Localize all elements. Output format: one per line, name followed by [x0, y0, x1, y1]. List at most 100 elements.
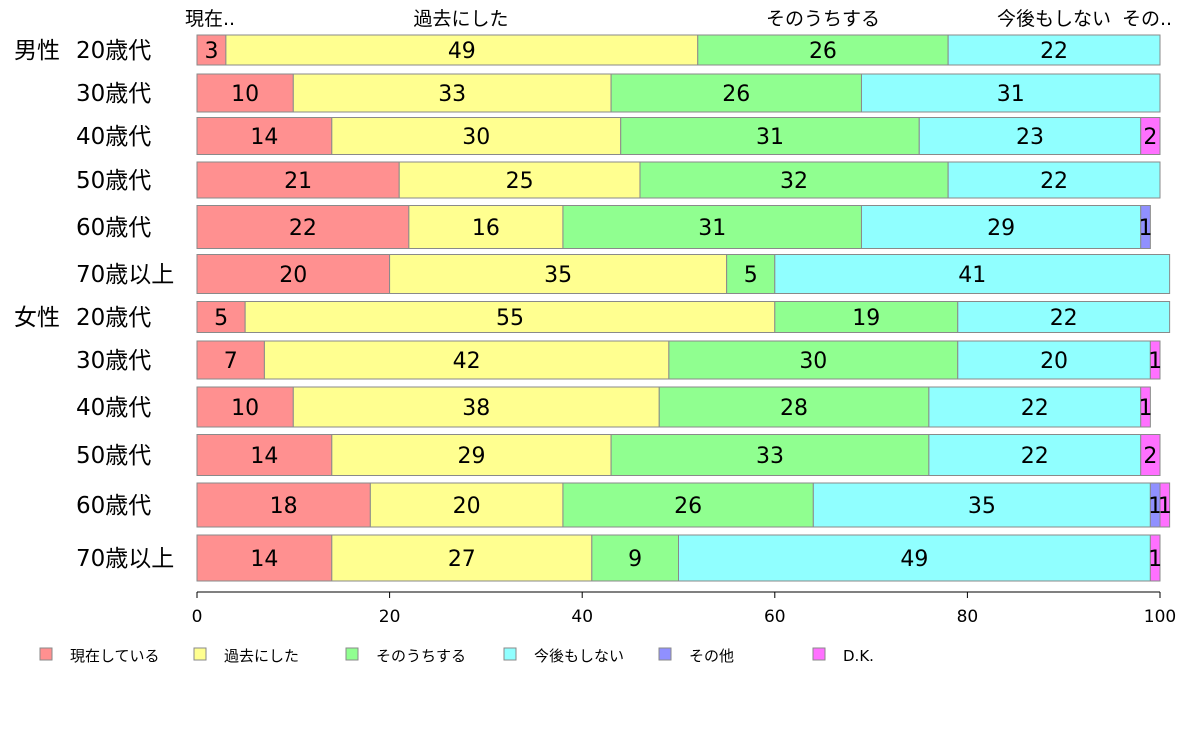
- x-tick-label: 0: [192, 607, 203, 627]
- bar-segment: [1140, 117, 1161, 155]
- category-label: 40歳代: [76, 395, 151, 421]
- bar-segment: [957, 301, 1171, 333]
- value-label: 1: [1158, 494, 1172, 519]
- bar-segment: [610, 73, 862, 113]
- value-label: 26: [674, 494, 702, 519]
- bar-segment: [331, 534, 593, 582]
- bar-segment: [369, 482, 564, 528]
- value-label: 33: [438, 82, 466, 107]
- value-label: 5: [744, 263, 758, 288]
- category-label: 70歳以上: [76, 546, 174, 572]
- value-label: 1: [1148, 494, 1162, 519]
- bar-segment: [610, 434, 930, 476]
- legend-label: D.K.: [843, 647, 874, 665]
- value-label: 30: [462, 125, 490, 150]
- bar-segment: [774, 254, 1171, 294]
- category-label: 20歳代: [76, 38, 151, 64]
- legend-label: 過去にした: [224, 647, 299, 665]
- category-label: 20歳代: [76, 305, 151, 331]
- value-label: 10: [231, 396, 259, 421]
- value-label: 22: [1021, 396, 1049, 421]
- x-tick-label: 80: [957, 607, 979, 627]
- bar-segment: [668, 340, 959, 380]
- value-label: 1: [1139, 396, 1153, 421]
- legend-label: 今後もしない: [534, 647, 624, 665]
- bar-segment: [244, 301, 776, 333]
- bar-segment: [1149, 534, 1161, 582]
- value-label: 26: [722, 82, 750, 107]
- value-label: 27: [448, 547, 476, 572]
- value-label: 23: [1016, 125, 1044, 150]
- bar-segment: [196, 434, 333, 476]
- value-label: 1: [1148, 349, 1162, 374]
- value-label: 55: [496, 306, 524, 331]
- group-label: 女性: [14, 305, 60, 331]
- bar-segment: [196, 340, 265, 380]
- bar-segment: [196, 534, 333, 582]
- value-label: 14: [250, 547, 278, 572]
- legend-swatch: [345, 647, 359, 661]
- bar-segment: [196, 205, 410, 249]
- value-label: 1: [1139, 216, 1153, 241]
- value-label: 29: [457, 444, 485, 469]
- value-label: 31: [997, 82, 1025, 107]
- value-label: 5: [214, 306, 228, 331]
- bar-segment: [639, 161, 949, 199]
- bar-segment: [562, 482, 814, 528]
- category-label: 50歳代: [76, 443, 151, 469]
- value-label: 22: [289, 216, 317, 241]
- bar-segment: [1140, 434, 1161, 476]
- category-label: 70歳以上: [76, 262, 174, 288]
- bar-segment: [774, 301, 959, 333]
- value-label: 31: [756, 125, 784, 150]
- bar-segment: [591, 534, 680, 582]
- bar-segment: [196, 301, 246, 333]
- bar-segment: [292, 73, 612, 113]
- value-label: 20: [453, 494, 481, 519]
- value-label: 2: [1143, 444, 1157, 469]
- value-label: 42: [453, 349, 481, 374]
- value-label: 19: [852, 306, 880, 331]
- bar-segment: [678, 534, 1151, 582]
- category-label: 30歳代: [76, 348, 151, 374]
- value-label: 16: [472, 216, 500, 241]
- category-label: 40歳代: [76, 124, 151, 150]
- value-label: 22: [1040, 39, 1068, 64]
- value-label: 32: [780, 169, 808, 194]
- bar-segment: [928, 434, 1142, 476]
- bar-segment: [1140, 386, 1151, 428]
- bar-segment: [331, 434, 612, 476]
- value-label: 22: [1021, 444, 1049, 469]
- bar-segment: [292, 386, 660, 428]
- legend-swatch: [503, 647, 517, 661]
- category-label: 60歳代: [76, 215, 151, 241]
- bar-segment: [726, 254, 776, 294]
- value-label: 1: [1148, 547, 1162, 572]
- value-label: 21: [284, 169, 312, 194]
- value-label: 33: [756, 444, 784, 469]
- value-label: 35: [968, 494, 996, 519]
- legend-label: その他: [689, 647, 734, 665]
- column-header: 現在..: [185, 8, 235, 30]
- value-label: 22: [1050, 306, 1078, 331]
- category-label: 60歳代: [76, 493, 151, 519]
- x-tick-label: 60: [764, 607, 786, 627]
- value-label: 26: [809, 39, 837, 64]
- column-header: 今後もしない: [997, 8, 1111, 30]
- bar-segment: [331, 117, 622, 155]
- value-label: 31: [698, 216, 726, 241]
- value-label: 41: [958, 263, 986, 288]
- bar-segment: [1140, 205, 1151, 249]
- bar-segment: [947, 34, 1161, 66]
- bar-segment: [562, 205, 862, 249]
- bar-segment: [389, 254, 728, 294]
- value-label: 25: [506, 169, 534, 194]
- bar-segment: [196, 34, 227, 66]
- value-label: 28: [780, 396, 808, 421]
- x-tick-label: 40: [571, 607, 593, 627]
- value-label: 35: [544, 263, 572, 288]
- bar-segment: [697, 34, 949, 66]
- bar-segment: [196, 161, 400, 199]
- value-label: 9: [628, 547, 642, 572]
